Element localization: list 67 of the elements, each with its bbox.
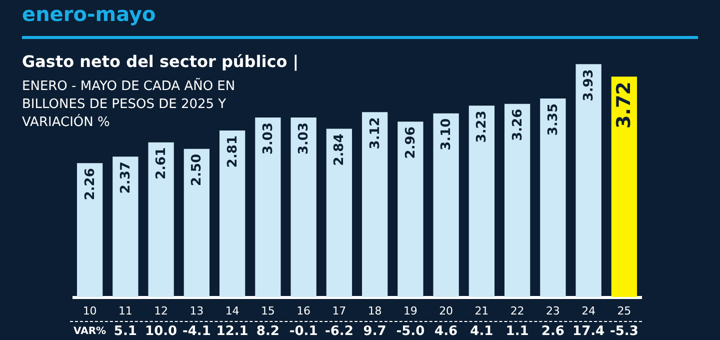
- text: -6.2: [324, 324, 354, 339]
- data-label: 3.03: [260, 122, 276, 155]
- bar: [576, 64, 602, 297]
- bar: [398, 122, 424, 297]
- data-label: 3.72: [613, 82, 636, 128]
- x-tick-label: 20: [439, 304, 454, 318]
- text: 4.6: [434, 324, 458, 339]
- bar: [76, 163, 103, 297]
- text: 17.4: [572, 324, 605, 339]
- data-label: 2.26: [82, 168, 98, 200]
- data-label: 2.50: [190, 154, 205, 186]
- data-label: 2.96: [403, 126, 418, 159]
- data-label: 3.03: [296, 122, 312, 155]
- x-tick-label: 12: [154, 304, 168, 318]
- x-tick-label: 16: [296, 304, 311, 318]
- bar: [540, 98, 566, 297]
- data-label: 3.10: [439, 118, 454, 150]
- chart-title: enero-mayo: [22, 2, 156, 26]
- text: 5.1: [114, 324, 137, 339]
- bar: [148, 142, 174, 297]
- x-tick-label: 15: [260, 304, 275, 318]
- text: 1.1: [506, 324, 529, 339]
- text: -0.1: [289, 324, 318, 339]
- annotation: ENERO - MAYO DE CADA AÑO EN BILLONES DE PESOS DE 2025 Y VARIACIÓN %: [22, 79, 236, 130]
- text: 4.1: [470, 324, 494, 339]
- x-tick-label: 24: [582, 304, 596, 318]
- x-tick-label: 13: [190, 304, 204, 318]
- x-tick-label: 18: [368, 304, 382, 318]
- x-tick-label: 19: [403, 304, 418, 318]
- bar: [362, 112, 388, 297]
- x-tick-label: 23: [546, 304, 560, 318]
- x-tick-label: 17: [332, 304, 346, 318]
- data-label: 3.12: [368, 117, 383, 150]
- bar: [184, 148, 210, 297]
- x-tick-label: 14: [225, 304, 240, 318]
- text: 12.1: [216, 324, 248, 339]
- data-label: 2.61: [154, 147, 170, 180]
- chart-subtitle: Gasto neto del sector público |: [22, 52, 299, 71]
- data-label: 2.37: [118, 162, 134, 194]
- x-tick-label: 22: [510, 304, 524, 318]
- text: -5.3: [610, 324, 638, 339]
- data-label: 2.81: [225, 136, 240, 168]
- x-tick-label: 21: [474, 304, 489, 318]
- bar: [611, 76, 638, 297]
- text: VAR%: [74, 326, 106, 337]
- text: 8.2: [256, 324, 280, 339]
- text: -4.1: [182, 324, 211, 339]
- text: 2.6: [541, 324, 564, 339]
- bar: [504, 104, 530, 297]
- bar: [255, 117, 281, 297]
- bar: [433, 113, 459, 297]
- bar: [219, 130, 246, 297]
- x-tick-label: 25: [617, 304, 632, 318]
- text: -5.0: [396, 324, 425, 339]
- data-label: 3.23: [474, 110, 490, 143]
- data-label: 3.93: [582, 69, 597, 102]
- bar: [290, 117, 316, 297]
- bar: [468, 106, 495, 297]
- x-tick-label: 10: [82, 304, 97, 318]
- bar: [326, 128, 352, 297]
- x-tick-label: 11: [118, 304, 132, 318]
- data-label: 3.35: [546, 104, 561, 136]
- text: 10.0: [145, 324, 178, 339]
- data-label: 2.84: [332, 134, 348, 166]
- bar: [112, 156, 138, 297]
- text: 9.7: [363, 324, 386, 339]
- data-label: 3.26: [510, 108, 526, 141]
